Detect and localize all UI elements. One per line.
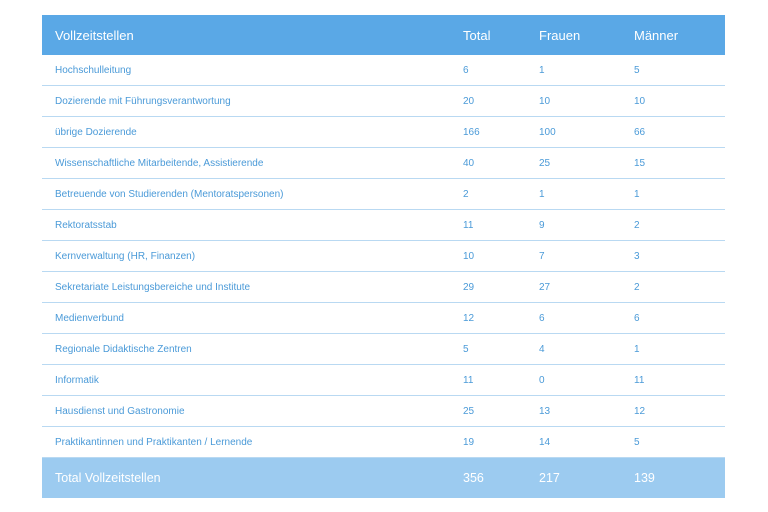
row-total: 25 — [463, 405, 475, 417]
row-total: 29 — [463, 281, 475, 293]
row-total: 5 — [463, 343, 469, 355]
table-header: Vollzeitstellen Total Frauen Männer — [42, 15, 725, 55]
row-total: 11 — [463, 374, 474, 386]
row-maenner: 6 — [634, 312, 640, 324]
header-maenner: Männer — [634, 27, 679, 43]
table-row: Hausdienst und Gastronomie 25 13 12 — [42, 396, 725, 427]
row-frauen: 7 — [539, 250, 545, 262]
table-row: Medienverbund 12 6 6 — [42, 303, 725, 334]
header-total: Total — [463, 27, 491, 43]
row-frauen: 25 — [539, 157, 551, 169]
row-label: Medienverbund — [55, 312, 124, 324]
row-label: Wissenschaftliche Mitarbeitende, Assisti… — [55, 157, 264, 169]
table-row: Sekretariate Leistungsbereiche und Insti… — [42, 272, 725, 303]
row-maenner: 1 — [634, 188, 640, 200]
row-total: 6 — [463, 64, 469, 76]
row-maenner: 66 — [634, 126, 646, 138]
row-label: Sekretariate Leistungsbereiche und Insti… — [55, 281, 251, 293]
row-maenner: 12 — [634, 405, 646, 417]
row-total: 2 — [463, 188, 469, 200]
row-label: übrige Dozierende — [55, 126, 137, 138]
row-maenner: 1 — [634, 343, 640, 355]
row-label: Hochschulleitung — [55, 64, 132, 76]
footer-label: Total Vollzeitstellen — [55, 471, 161, 485]
row-frauen: 1 — [539, 188, 545, 200]
table-row: Betreuende von Studierenden (Mentoratspe… — [42, 179, 725, 210]
table-row: Regionale Didaktische Zentren 5 4 1 — [42, 334, 725, 365]
row-total: 19 — [463, 436, 475, 448]
footer-total: 356 — [463, 471, 484, 485]
table-body: Hochschulleitung 6 1 5 Dozierende mit Führun… — [42, 55, 725, 458]
row-label: Dozierende mit Führungsverantwortung — [55, 95, 231, 107]
staff-table: Vollzeitstellen Total Frauen Männer Hoch… — [42, 15, 725, 498]
row-frauen: 1 — [539, 64, 545, 76]
footer-maenner: 139 — [634, 471, 655, 485]
row-frauen: 13 — [539, 405, 551, 417]
header-frauen: Frauen — [539, 27, 581, 43]
row-total: 40 — [463, 157, 475, 169]
table-row: Wissenschaftliche Mitarbeitende, Assisti… — [42, 148, 725, 179]
row-frauen: 14 — [539, 436, 551, 448]
row-total: 10 — [463, 250, 475, 262]
row-maenner: 15 — [634, 157, 646, 169]
row-maenner: 5 — [634, 436, 640, 448]
table-row: Rektoratsstab 11 9 2 — [42, 210, 725, 241]
row-label: Betreuende von Studierenden (Mentoratspe… — [55, 188, 284, 200]
row-frauen: 0 — [539, 374, 545, 386]
table-row: übrige Dozierende 166 100 66 — [42, 117, 725, 148]
row-label: Rektoratsstab — [55, 219, 117, 231]
row-total: 166 — [463, 126, 480, 138]
footer-frauen: 217 — [539, 471, 560, 485]
row-frauen: 27 — [539, 281, 551, 293]
row-frauen: 100 — [539, 126, 556, 138]
row-total: 11 — [463, 219, 474, 231]
row-maenner: 5 — [634, 64, 640, 76]
row-maenner: 11 — [634, 374, 645, 386]
header-label: Vollzeitstellen — [55, 27, 134, 43]
row-maenner: 3 — [634, 250, 640, 262]
row-maenner: 2 — [634, 219, 640, 231]
row-frauen: 9 — [539, 219, 545, 231]
table-row: Hochschulleitung 6 1 5 — [42, 55, 725, 86]
table-footer: Total Vollzeitstellen 356 217 139 — [42, 458, 725, 498]
table-row: Kernverwaltung (HR, Finanzen) 10 7 3 — [42, 241, 725, 272]
row-label: Informatik — [55, 374, 99, 386]
row-maenner: 10 — [634, 95, 646, 107]
row-frauen: 4 — [539, 343, 545, 355]
row-label: Praktikantinnen und Praktikanten / Lerne… — [55, 436, 253, 448]
table-row: Informatik 11 0 11 — [42, 365, 725, 396]
row-maenner: 2 — [634, 281, 640, 293]
row-frauen: 10 — [539, 95, 551, 107]
row-frauen: 6 — [539, 312, 545, 324]
row-total: 12 — [463, 312, 475, 324]
row-label: Regionale Didaktische Zentren — [55, 343, 192, 355]
table-row: Praktikantinnen und Praktikanten / Lerne… — [42, 427, 725, 458]
row-total: 20 — [463, 95, 475, 107]
row-label: Hausdienst und Gastronomie — [55, 405, 185, 417]
row-label: Kernverwaltung (HR, Finanzen) — [55, 250, 196, 262]
table-row: Dozierende mit Führungsverantwortung 20 10… — [42, 86, 725, 117]
